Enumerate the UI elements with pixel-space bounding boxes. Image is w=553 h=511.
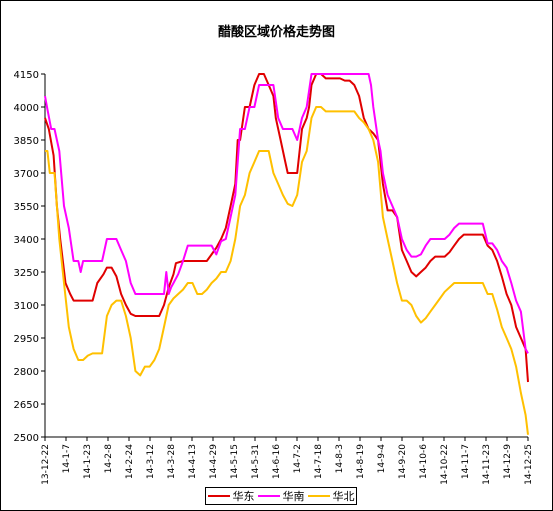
x-tick-label: 14-3-12 <box>146 444 156 479</box>
legend-label: 华南 <box>282 490 305 503</box>
x-tick-label: 14-2-24 <box>125 444 135 479</box>
x-tick-label: 14-4-29 <box>209 444 219 479</box>
legend-swatch <box>207 495 230 497</box>
legend-label: 华北 <box>332 490 355 503</box>
legend-item-1: 华南 <box>257 488 305 504</box>
legend-item-2: 华北 <box>307 488 355 504</box>
y-tick-label: 2500 <box>14 433 39 444</box>
legend-item-0: 华东 <box>207 488 255 504</box>
x-tick-label: 14-5-15 <box>230 444 240 479</box>
x-tick-label: 14-12-25 <box>524 444 534 485</box>
x-tick-label: 14-4-13 <box>188 444 198 479</box>
y-tick-label: 2650 <box>14 400 39 411</box>
x-tick-label: 14-1-7 <box>62 444 72 473</box>
x-tick-label: 14-8-3 <box>335 444 345 473</box>
legend-swatch <box>307 495 330 497</box>
x-tick-label: 14-1-23 <box>83 444 93 479</box>
x-tick-label: 14-8-19 <box>356 444 366 479</box>
y-tick-label: 2950 <box>14 334 39 345</box>
x-tick-label: 14-5-31 <box>251 444 261 479</box>
x-tick-label: 14-6-16 <box>272 444 282 479</box>
legend-swatch <box>257 495 280 497</box>
y-tick-label: 4150 <box>14 70 39 81</box>
y-tick-label: 3100 <box>14 301 39 312</box>
y-tick-label: 3400 <box>14 235 39 246</box>
x-tick-label: 13-12-22 <box>41 444 51 485</box>
chart-title: 醋酸区域价格走势图 <box>217 25 335 40</box>
y-tick-label: 3550 <box>14 202 39 213</box>
chart-legend: 华东 华南 华北 <box>205 487 357 505</box>
x-tick-label: 14-10-6 <box>419 444 429 479</box>
series-line-0 <box>44 73 529 383</box>
x-tick-label: 14-3-28 <box>167 444 177 479</box>
x-tick-label: 14-9-4 <box>377 444 387 474</box>
y-tick-label: 2800 <box>14 367 39 378</box>
series-line-2 <box>45 106 529 435</box>
x-tick-label: 14-7-2 <box>293 444 303 473</box>
legend-label: 华东 <box>232 490 255 503</box>
x-tick-label: 14-9-20 <box>398 444 408 479</box>
x-tick-label: 14-11-23 <box>482 444 492 485</box>
x-tick-label: 14-12-9 <box>503 444 513 479</box>
y-tick-label: 3850 <box>14 136 39 147</box>
y-tick-label: 3250 <box>14 268 39 279</box>
x-tick-label: 14-2-8 <box>104 444 114 474</box>
x-tick-label: 14-10-22 <box>440 444 450 485</box>
series-line-1 <box>44 73 529 354</box>
x-tick-label: 14-11-7 <box>461 444 471 479</box>
x-tick-label: 14-7-18 <box>314 444 324 479</box>
y-tick-label: 4000 <box>14 103 39 114</box>
y-tick-label: 3700 <box>14 169 39 180</box>
